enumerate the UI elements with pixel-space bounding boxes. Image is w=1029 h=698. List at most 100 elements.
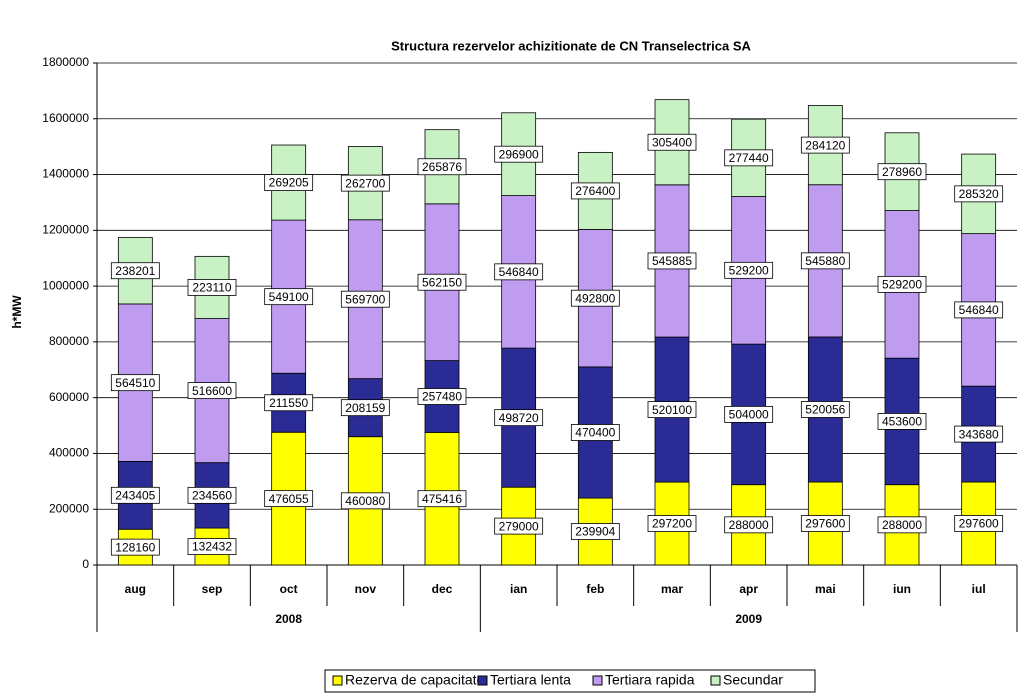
- legend-swatch: [592, 675, 603, 686]
- data-label: 546840: [959, 303, 999, 317]
- x-tick-label: mai: [815, 582, 836, 596]
- data-label: 277440: [729, 151, 769, 165]
- data-label-box: [110, 374, 160, 392]
- data-label-box: [494, 409, 544, 427]
- x-tick-label: apr: [739, 582, 758, 596]
- data-label: 276400: [575, 184, 615, 198]
- legend-label: Secundar: [723, 672, 783, 688]
- data-label: 265876: [422, 160, 462, 174]
- data-label-box: [494, 263, 544, 281]
- data-label-box: [187, 382, 237, 400]
- data-label-box: [954, 301, 1004, 319]
- data-label: 297600: [959, 517, 999, 531]
- data-label-box: [647, 133, 697, 151]
- x-tick-label: ian: [510, 582, 527, 596]
- data-label: 257480: [422, 390, 462, 404]
- legend-label: Tertiara lenta: [490, 672, 571, 688]
- data-label: 285320: [959, 187, 999, 201]
- data-label-box: [110, 538, 160, 556]
- y-tick-label: 1000000: [42, 278, 89, 292]
- data-label-box: [877, 163, 927, 181]
- data-label-box: [110, 486, 160, 504]
- data-label: 223110: [192, 281, 231, 295]
- data-label: 208159: [345, 401, 385, 415]
- data-label-box: [724, 149, 774, 167]
- data-label-box: [110, 262, 160, 280]
- data-label: 470400: [575, 426, 615, 440]
- data-label: 128160: [115, 540, 155, 554]
- data-label-box: [264, 288, 314, 306]
- data-label-box: [187, 486, 237, 504]
- y-tick-label: 1600000: [42, 111, 89, 125]
- data-label-box: [570, 289, 620, 307]
- data-label-box: [570, 424, 620, 441]
- data-label: 475416: [422, 492, 462, 506]
- data-label: 529200: [882, 278, 922, 292]
- data-label: 284120: [805, 138, 845, 152]
- data-label-box: [647, 252, 697, 270]
- data-label: 238201: [115, 264, 155, 278]
- legend-swatch: [477, 675, 488, 686]
- data-label-box: [647, 515, 697, 532]
- y-tick-label: 1200000: [42, 223, 89, 237]
- data-label: 476055: [269, 492, 309, 506]
- data-label: 460080: [345, 494, 385, 508]
- data-label-box: [954, 185, 1004, 203]
- data-label-box: [417, 490, 467, 508]
- data-label-box: [570, 182, 620, 200]
- data-label: 343680: [959, 427, 999, 441]
- data-label-box: [724, 261, 774, 279]
- data-label-box: [494, 517, 544, 535]
- data-label-box: [264, 174, 314, 191]
- data-label-box: [954, 425, 1004, 443]
- data-label: 520100: [652, 403, 692, 417]
- data-label-box: [187, 279, 237, 296]
- y-axis-label: h*MW: [10, 295, 24, 329]
- data-label-box: [570, 523, 620, 540]
- data-label: 562150: [422, 275, 462, 289]
- data-label: 545880: [805, 254, 845, 268]
- data-label-box: [187, 538, 237, 555]
- data-label-box: [800, 252, 850, 270]
- data-label-box: [340, 290, 390, 308]
- group-label: 2009: [735, 612, 762, 626]
- data-label: 545885: [652, 254, 692, 268]
- data-label: 297200: [652, 517, 692, 531]
- data-label-box: [724, 405, 774, 423]
- data-label: 234560: [192, 489, 232, 503]
- data-label: 569700: [345, 292, 385, 306]
- data-label: 288000: [882, 518, 922, 532]
- x-tick-label: feb: [586, 582, 604, 596]
- y-tick-label: 0: [82, 557, 89, 571]
- group-label: 2008: [275, 612, 302, 626]
- y-tick-label: 600000: [49, 390, 89, 404]
- data-label-box: [800, 515, 850, 532]
- x-tick-label: sep: [202, 582, 223, 596]
- data-label: 498720: [499, 411, 539, 425]
- data-label: 269205: [269, 176, 309, 190]
- x-tick-label: aug: [125, 582, 146, 596]
- legend-label: Rezerva de capacitate: [345, 672, 485, 688]
- data-label: 504000: [729, 408, 769, 422]
- data-label-box: [264, 490, 314, 508]
- chart-title: Structura rezervelor achizitionate de CN…: [391, 38, 751, 53]
- legend-swatch: [710, 675, 721, 686]
- data-label: 546840: [499, 265, 539, 279]
- data-label: 262700: [345, 176, 385, 190]
- data-label-box: [877, 516, 927, 534]
- data-label: 549100: [269, 290, 309, 304]
- data-label-box: [264, 394, 314, 412]
- data-label: 305400: [652, 135, 692, 149]
- data-label-box: [417, 158, 467, 176]
- data-label-box: [877, 275, 927, 293]
- data-label-box: [647, 401, 697, 418]
- x-tick-label: mar: [661, 582, 683, 596]
- legend-swatch: [332, 675, 343, 686]
- data-label-box: [494, 145, 544, 163]
- data-label: 132432: [192, 540, 232, 554]
- data-label-box: [800, 401, 850, 418]
- data-label-box: [340, 399, 390, 417]
- data-label: 529200: [729, 263, 769, 277]
- x-tick-label: dec: [432, 582, 453, 596]
